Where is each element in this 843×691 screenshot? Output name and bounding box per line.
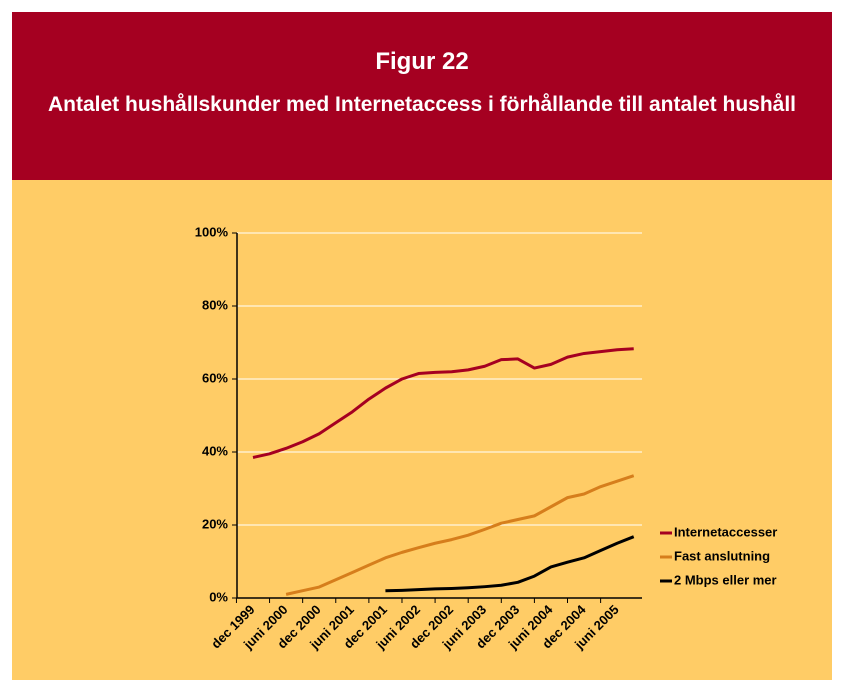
y-tick-label: 80% — [202, 297, 228, 312]
y-tick-label: 100% — [195, 224, 229, 239]
y-tick-label: 20% — [202, 516, 228, 531]
series-line — [285, 474, 635, 596]
chart-subtitle: Antalet hushållskunder med Internetacces… — [47, 93, 797, 116]
legend-label: 2 Mbps eller mer — [674, 572, 777, 587]
series-line — [385, 535, 635, 593]
chart-title: Figur 22 — [375, 48, 469, 75]
y-tick-label: 0% — [209, 589, 228, 604]
chart-background — [12, 180, 832, 680]
header: Figur 22 Antalet hushållskunder med Inte… — [12, 12, 832, 180]
legend-label: Fast anslutning — [674, 548, 770, 563]
legend-label: Internetaccesser — [674, 524, 777, 539]
y-tick-label: 40% — [202, 443, 228, 458]
y-tick-label: 60% — [202, 370, 228, 385]
series-line — [252, 347, 634, 459]
